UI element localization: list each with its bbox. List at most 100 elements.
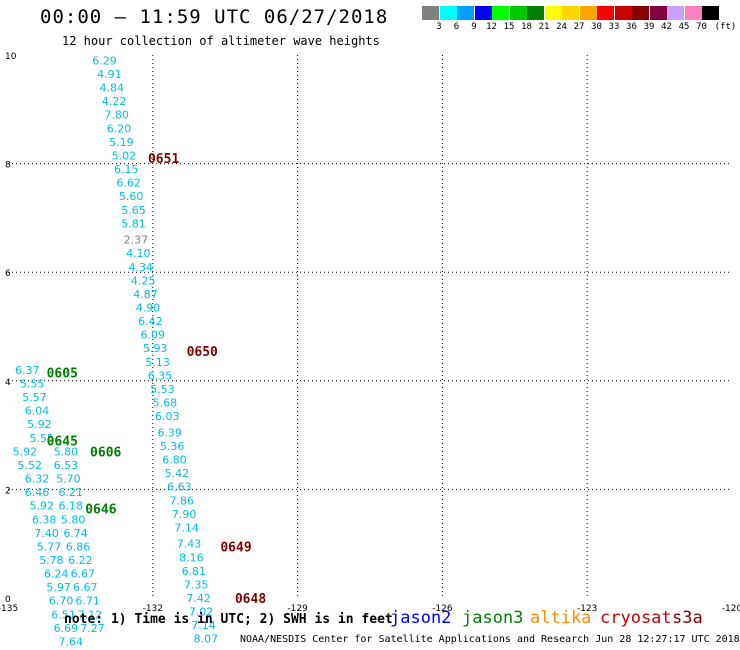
pass-time-label: 0650 [187,345,218,360]
legend-swatch [562,6,579,20]
wave-height-value: 8.07 [194,633,219,646]
wave-height-value: 6.32 [25,473,50,486]
wave-height-value: 5.13 [145,356,170,369]
wave-height-value: 5.70 [56,473,81,486]
map-subtitle: 12 hour collection of altimeter wave hei… [62,34,380,48]
wave-height-value: 7.90 [172,508,197,521]
y-tick-label: 10 [5,52,17,62]
wave-height-value: 7.02 [189,606,214,619]
wave-height-value: 6.46 [25,486,50,499]
legend-swatch [474,6,492,20]
wave-height-value: 6.09 [141,329,166,342]
wave-height-value: 4.10 [126,247,151,260]
legend-label: 18 [521,22,532,32]
wave-height-value: 6.21 [58,486,83,499]
wave-height-value: 6.53 [54,459,79,472]
wave-height-value: 5.80 [54,445,79,458]
x-tick-label: -120 [722,604,740,614]
x-tick-label: -129 [287,604,308,614]
wave-height-value: 5.78 [39,554,64,567]
legend-label: 45 [678,22,690,32]
wave-height-value: 4.34 [128,261,153,274]
satellite-legend-item: altika [530,608,592,628]
wave-height-value: 5.55 [30,432,55,445]
wave-height-value: 5.02 [112,149,137,162]
legend-swatch [527,6,544,20]
wave-height-value: 6.24 [44,568,69,581]
legend-swatch [632,6,649,20]
x-tick-label: -123 [577,604,597,614]
wave-height-value: 6.38 [32,513,57,526]
legend-swatch [597,6,614,20]
wave-height-value: 7.42 [186,592,211,605]
pass-time-label: 0649 [220,540,251,555]
legend-swatch [684,6,702,20]
wave-height-value: 6.51 [51,608,76,621]
wave-height-value: 6.03 [155,410,180,423]
wave-height-value: 6.42 [138,315,163,328]
legend-swatch [492,6,509,20]
wave-height-value: 5.97 [46,581,71,594]
wave-height-value: 6.22 [68,554,93,567]
wave-height-value: 6.29 [92,54,117,67]
wave-height-value: 7.86 [170,494,195,507]
wave-height-value: 6.67 [73,581,98,594]
wave-height-value: 7.27 [80,622,105,635]
legend-label: 15 [503,22,515,32]
wave-height-value: 4.90 [136,301,161,314]
wave-height-value: 4.87 [133,288,158,301]
y-tick-label: 6 [5,269,11,279]
legend-label: 70 [696,22,707,32]
map-title: 00:00 – 11:59 UTC 06/27/2018 [40,6,389,28]
wave-height-value: 6.69 [54,622,79,635]
wave-height-value: 7.12 [78,608,103,621]
legend-swatch [667,6,684,20]
wave-height-value: 6.86 [66,540,91,553]
wave-height-value: 4.91 [97,68,122,81]
legend-swatch [439,6,457,20]
wave-height-value: 5.81 [121,217,146,230]
wave-height-value: 6.81 [182,565,207,578]
wave-height-value: 6.18 [58,500,83,513]
legend-swatch [702,6,719,20]
legend-label: 27 [573,22,585,32]
legend-swatch [614,6,632,20]
wave-height-value: 5.80 [61,513,86,526]
wave-height-value: 6.35 [148,369,173,382]
wave-height-value: 5.19 [109,136,134,149]
satellite-legend-item: jason3 [462,608,524,628]
wave-height-value: 6.04 [25,405,50,418]
pass-time-label: 0651 [148,152,179,167]
wave-height-value: 6.37 [15,364,40,377]
wave-height-value: 5.42 [165,467,190,480]
pass-time-label: 0646 [85,502,116,517]
pass-time-label: 0648 [235,592,266,607]
footer-note: note: 1) Time is in UTC; 2) SWH is in fe… [64,612,393,627]
y-tick-label: 2 [5,486,11,496]
credit-line: NOAA/NESDIS Center for Satellite Applica… [240,634,740,645]
wave-height-value: 5.65 [121,204,146,217]
wave-height-value: 6.62 [116,177,141,190]
wave-height-value: 6.80 [162,454,187,467]
legend-label: 30 [591,22,602,32]
wave-height-value: 6.67 [71,568,96,581]
y-tick-label: 8 [5,161,11,171]
wave-height-value: 7.14 [174,521,199,534]
legend-label: 12 [486,22,497,32]
wave-height-value: 5.57 [22,391,47,404]
wave-height-value: 6.70 [49,595,74,608]
legend-label: 39 [643,22,655,32]
pass-time-label: 0645 [47,435,78,450]
legend-swatch [579,6,597,20]
legend-label: 3 [436,22,442,32]
wave-height-value: 5.93 [143,342,168,355]
pass-time-label: 0605 [47,367,78,382]
legend-label: 21 [538,22,550,32]
x-tick-label: -135 [0,604,18,614]
wave-height-value: 8.16 [179,551,204,564]
legend-label: 36 [626,22,637,32]
wave-height-value: 5.52 [17,459,42,472]
wave-height-value: 4.84 [100,82,125,95]
satellite-legend-item: cryosat [600,608,672,628]
